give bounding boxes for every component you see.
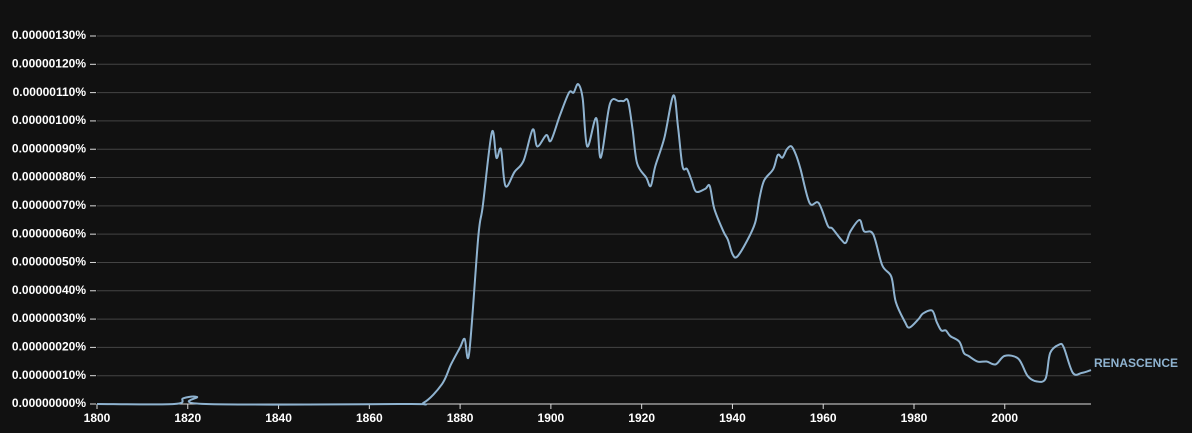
series-line bbox=[96, 83, 1092, 406]
y-tick-label: 0.00000040% bbox=[12, 283, 86, 297]
y-tick-label: 0.00000120% bbox=[12, 56, 86, 70]
x-tick-label: 1860 bbox=[356, 411, 383, 425]
y-tick-label: 0.00000010% bbox=[12, 368, 86, 382]
y-tick-label: 0.00000050% bbox=[12, 255, 86, 269]
x-tick-label: 1800 bbox=[84, 411, 111, 425]
y-tick-label: 0.00000080% bbox=[12, 170, 86, 184]
y-tick-label: 0.00000100% bbox=[12, 113, 86, 127]
y-tick-label: 0.00000090% bbox=[12, 141, 86, 155]
x-tick-label: 1960 bbox=[810, 411, 837, 425]
y-tick-label: 0.00000060% bbox=[12, 226, 86, 240]
y-tick-label: 0.00000020% bbox=[12, 340, 86, 354]
x-tick-label: 1880 bbox=[447, 411, 474, 425]
legend-label: RENASCENCE bbox=[1094, 356, 1178, 370]
x-tick-label: 1940 bbox=[719, 411, 746, 425]
x-tick-label: 1820 bbox=[174, 411, 201, 425]
y-tick-label: 0.00000070% bbox=[12, 198, 86, 212]
y-tick-label: 0.00000110% bbox=[13, 85, 87, 99]
x-tick-label: 1920 bbox=[628, 411, 655, 425]
x-tick-label: 1980 bbox=[901, 411, 928, 425]
x-tick-label: 2000 bbox=[991, 411, 1018, 425]
x-tick-label: 1900 bbox=[538, 411, 565, 425]
x-tick-label: 1840 bbox=[265, 411, 292, 425]
y-tick-label: 0.00000000% bbox=[12, 396, 86, 410]
y-tick-label: 0.00000130% bbox=[12, 28, 86, 42]
y-tick-label: 0.00000030% bbox=[12, 311, 86, 325]
